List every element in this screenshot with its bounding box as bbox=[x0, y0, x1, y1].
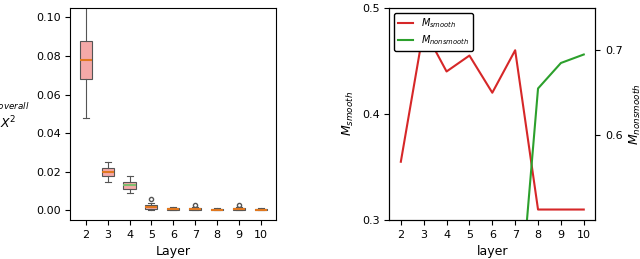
X-axis label: layer: layer bbox=[477, 246, 508, 258]
Y-axis label: $M_{smooth}$: $M_{smooth}$ bbox=[341, 91, 356, 136]
PathPatch shape bbox=[124, 182, 136, 189]
PathPatch shape bbox=[255, 208, 267, 210]
PathPatch shape bbox=[211, 208, 223, 210]
PathPatch shape bbox=[145, 205, 157, 208]
PathPatch shape bbox=[102, 168, 114, 176]
PathPatch shape bbox=[189, 208, 201, 210]
X-axis label: Layer: Layer bbox=[156, 246, 191, 258]
PathPatch shape bbox=[167, 208, 179, 210]
Legend: $M_{smooth}$, $M_{nonsmooth}$: $M_{smooth}$, $M_{nonsmooth}$ bbox=[394, 13, 473, 51]
Y-axis label: $M_{overall}$
$X^2$: $M_{overall}$ $X^2$ bbox=[0, 97, 29, 131]
PathPatch shape bbox=[233, 208, 245, 210]
Y-axis label: $M_{nonsmooth}$: $M_{nonsmooth}$ bbox=[628, 83, 640, 145]
PathPatch shape bbox=[80, 41, 92, 79]
